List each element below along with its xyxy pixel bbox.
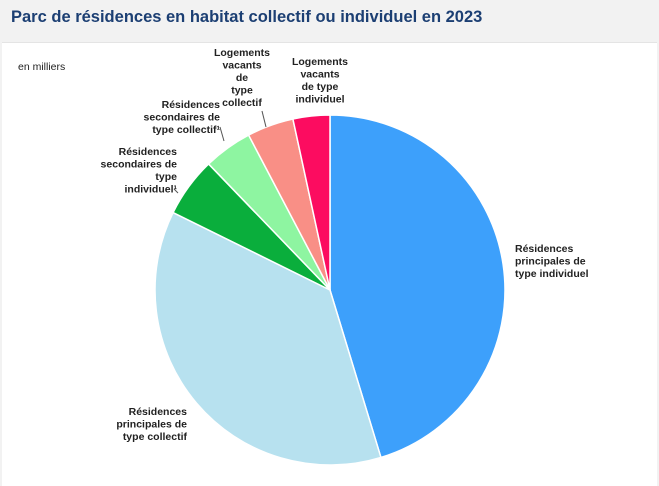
- slice-label-connector: [261, 110, 267, 128]
- slice-label-line: Résidences: [515, 243, 574, 255]
- slice-label-connector: [219, 126, 225, 142]
- pie-slice[interactable]: [292, 114, 331, 291]
- slice-label-line: Résidences: [119, 146, 178, 158]
- slice-label: Résidences secondaires de type individuel¹: [101, 146, 178, 196]
- slice-label-line: type collectif: [123, 431, 188, 443]
- slice-label: Résidences principales de type individuel: [515, 243, 589, 280]
- slice-label-line: secondaires de: [101, 159, 178, 171]
- slice-label-line: principales de: [116, 419, 187, 431]
- slice-label-line: Logements: [214, 47, 270, 59]
- slice-label: Résidences secondaires de type collectif¹: [144, 99, 221, 136]
- slice-label-line: Logements: [292, 56, 348, 68]
- slice-label-line: vacants: [300, 69, 339, 81]
- slice-label-line: principales de: [515, 256, 586, 268]
- slice-label: Logements vacants de type collectif: [214, 47, 270, 109]
- pie-slice[interactable]: [154, 211, 382, 466]
- slice-labels: Résidences principales de type individuelR…: [101, 47, 589, 443]
- slice-label-line: type collectif¹: [152, 124, 220, 136]
- chart-title: Parc de résidences en habitat collectif …: [11, 8, 483, 26]
- slice-label-line: de: [236, 72, 248, 84]
- slice-label-line: individuel: [295, 94, 344, 106]
- slice-label-line: vacants: [222, 60, 261, 72]
- slice-label-line: Résidences: [162, 99, 221, 111]
- unit-label: en milliers: [18, 61, 66, 73]
- pie-slices: [154, 114, 506, 466]
- slice-label-line: Résidences: [129, 406, 188, 418]
- chart-panel: en milliers Résidences principales de type…: [2, 42, 657, 486]
- slice-label-line: de type: [302, 81, 339, 93]
- slice-label: Résidences principales de type collectif: [116, 406, 187, 443]
- slice-label-line: secondaires de: [144, 112, 221, 124]
- slice-label-line: type: [155, 171, 177, 183]
- pie-chart: Résidences principales de type individuelR…: [101, 47, 589, 466]
- slice-label: Logements vacants de type individuel: [292, 56, 348, 106]
- slice-label-line: collectif: [222, 97, 262, 109]
- pie-slice[interactable]: [329, 114, 506, 459]
- slice-label-line: individuel¹: [125, 184, 178, 196]
- slice-label-line: type individuel: [515, 268, 589, 280]
- slice-label-connector: [173, 188, 179, 194]
- slice-label-line: type: [231, 85, 253, 97]
